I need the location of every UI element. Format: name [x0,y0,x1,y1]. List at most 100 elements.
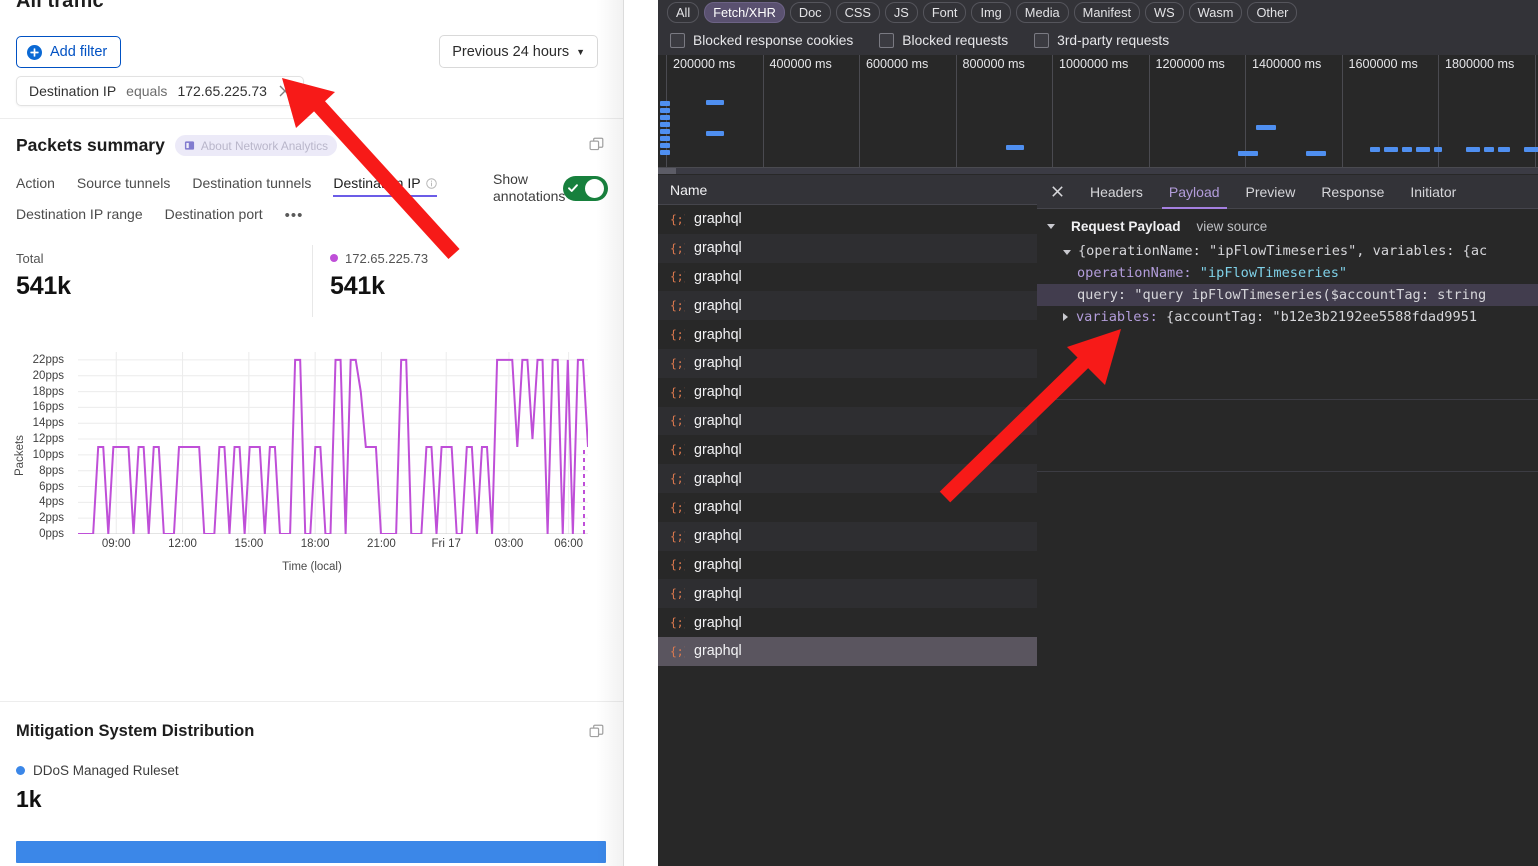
detail-tab-preview[interactable]: Preview [1245,183,1296,200]
close-detail-button[interactable] [1037,184,1077,199]
waterfall-overview[interactable]: 200000 ms 400000 ms 600000 ms 800000 ms 1000… [658,55,1538,168]
detail-tab-initiator[interactable]: Initiator [1410,183,1457,200]
request-row[interactable]: {;} graphql [658,551,1037,580]
request-row[interactable]: {;} graphql [658,320,1037,349]
svg-text:{;}: {;} [670,213,685,226]
filter-chip-all[interactable]: All [667,2,700,23]
dimension-tab-label: Destination IP [333,175,421,191]
add-filter-button[interactable]: Add filter [16,36,122,68]
request-row[interactable]: {;} graphql [658,636,1037,666]
dimension-tab-label: Action [16,175,55,191]
detail-tab-response[interactable]: Response [1321,183,1385,200]
waterfall-tick: 1200000 ms [1148,55,1246,168]
filter-chip-js[interactable]: JS [884,2,918,23]
request-row[interactable]: {;} graphql [658,205,1037,234]
expand-icon[interactable] [589,724,604,739]
time-range-selector[interactable]: Previous 24 hours ▼ [439,35,598,68]
request-row[interactable]: {;} graphql [658,464,1037,493]
checkbox-blocked-requests[interactable]: Blocked requests [879,32,1008,48]
request-name: graphql [694,470,742,487]
checkbox-blocked-response-cookies[interactable]: Blocked response cookies [670,32,853,48]
request-row[interactable]: {;} graphql [658,291,1037,321]
expand-icon[interactable] [589,137,604,152]
svg-text:{;}: {;} [670,501,685,514]
chevron-right-icon [1063,313,1068,321]
y-axis-tick: 16pps [32,401,64,414]
waterfall-tick-label: 1000000 ms [1059,57,1129,71]
detail-tab-payload[interactable]: Payload [1156,175,1233,209]
request-row[interactable]: {;} graphql [658,348,1037,378]
request-row[interactable]: {;} graphql [658,378,1037,407]
filter-operator: equals [126,83,168,99]
filter-chip-fetch-xhr[interactable]: Fetch/XHR [704,2,785,23]
checkbox-3rd-party-requests[interactable]: 3rd-party requests [1034,32,1169,48]
dimension-tab-source-tunnels[interactable]: Source tunnels [77,173,170,196]
checkbox-icon[interactable] [879,32,895,48]
x-axis-label: Time (local) [282,561,342,573]
request-row[interactable]: {;} graphql [658,579,1037,609]
svg-text:{;}: {;} [670,300,685,313]
svg-text:{;}: {;} [670,444,685,457]
payload-root-text: {operationName: "ipFlowTimeseries", vari… [1078,243,1488,259]
waterfall-tick-label: 1400000 ms [1252,57,1322,71]
waterfall-tick: 2 [1534,55,1538,168]
dimension-tab-destination-ip-range[interactable]: Destination IP range [16,204,143,227]
view-source-link[interactable]: view source [1196,219,1268,234]
request-payload-section-header[interactable]: Request Payload view source [1037,217,1538,240]
checkbox-icon[interactable] [1034,32,1050,48]
request-name: graphql [694,240,742,257]
waterfall-scrollbar[interactable] [658,168,1538,174]
graphql-json-icon: {;} [670,645,685,658]
checkbox-icon[interactable] [670,32,685,48]
detail-tab-headers[interactable]: Headers [1090,183,1143,200]
active-filter-chip[interactable]: Destination IP equals 172.65.225.73 [16,76,304,106]
payload-variables-line[interactable]: variables: {accountTag: "b12e3b2192ee558… [1037,306,1538,328]
request-payload-view: Request Payload view source {operationNa… [1037,209,1538,472]
request-row[interactable]: {;} graphql [658,608,1037,637]
request-list-header: Name [658,175,1037,205]
graphql-json-icon: {;} [670,386,685,399]
waterfall-request-bar [706,100,724,105]
about-network-analytics-badge[interactable]: About Network Analytics [174,135,338,156]
request-row[interactable]: {;} graphql [658,263,1037,292]
dimension-tab-destination-port[interactable]: Destination port [165,204,263,227]
waterfall-request-bar [660,143,670,148]
filter-chip-manifest[interactable]: Manifest [1073,2,1141,23]
filter-chip-media[interactable]: Media [1015,2,1069,23]
filter-chip-other[interactable]: Other [1247,2,1298,23]
filter-chip-doc[interactable]: Doc [789,2,831,23]
waterfall-tick: 1600000 ms [1341,55,1439,168]
payload-root-line[interactable]: {operationName: "ipFlowTimeseries", vari… [1037,240,1538,262]
request-row[interactable]: {;} graphql [658,435,1037,464]
request-name: graphql [694,412,742,429]
info-icon[interactable] [425,178,437,189]
filter-chip-font[interactable]: Font [922,2,967,23]
request-row[interactable]: {;} graphql [658,406,1037,436]
filter-field: Destination IP [29,83,117,99]
packets-timeseries-chart[interactable]: Packets 0pps 2pps 4pps 6pps 8pps 10pps 12pps 14… [0,344,624,584]
dimension-tab-destination-tunnels[interactable]: Destination tunnels [192,173,311,196]
request-row[interactable]: {;} graphql [658,233,1037,263]
request-row[interactable]: {;} graphql [658,493,1037,522]
dimension-tab-destination-ip[interactable]: Destination IP [333,173,437,197]
dimension-tab-action[interactable]: Action [16,173,55,196]
filter-toolbar: Add filter Destination IP equals 172.65.… [0,22,624,118]
request-list[interactable]: Name {;} graphql {;} graphql {;} graphql {;} gr… [658,175,1038,866]
close-icon[interactable] [277,83,293,99]
chevron-down-icon [1047,224,1055,229]
mitigation-title: Mitigation System Distribution [16,722,255,740]
filter-chip-css[interactable]: CSS [835,2,880,23]
detail-tab-bar: Headers Payload Preview Response Initiator [1037,175,1538,209]
payload-operation-name-line: operationName: "ipFlowTimeseries" [1037,262,1538,284]
show-annotations-toggle[interactable] [563,175,608,201]
request-row[interactable]: {;} graphql [658,521,1037,551]
request-rows: {;} graphql {;} graphql {;} graphql {;} graphql… [658,205,1037,666]
svg-text:{;}: {;} [670,559,685,572]
show-annotations-control[interactable]: Show annotations [493,171,608,205]
filter-chip-ws[interactable]: WS [1145,2,1184,23]
filter-chip-wasm[interactable]: Wasm [1188,2,1243,23]
more-dimensions-button[interactable]: ••• [284,207,304,224]
filter-chip-img[interactable]: Img [971,2,1011,23]
show-annotations-label: Show annotations [493,171,566,204]
legend-dot-icon [16,766,25,775]
